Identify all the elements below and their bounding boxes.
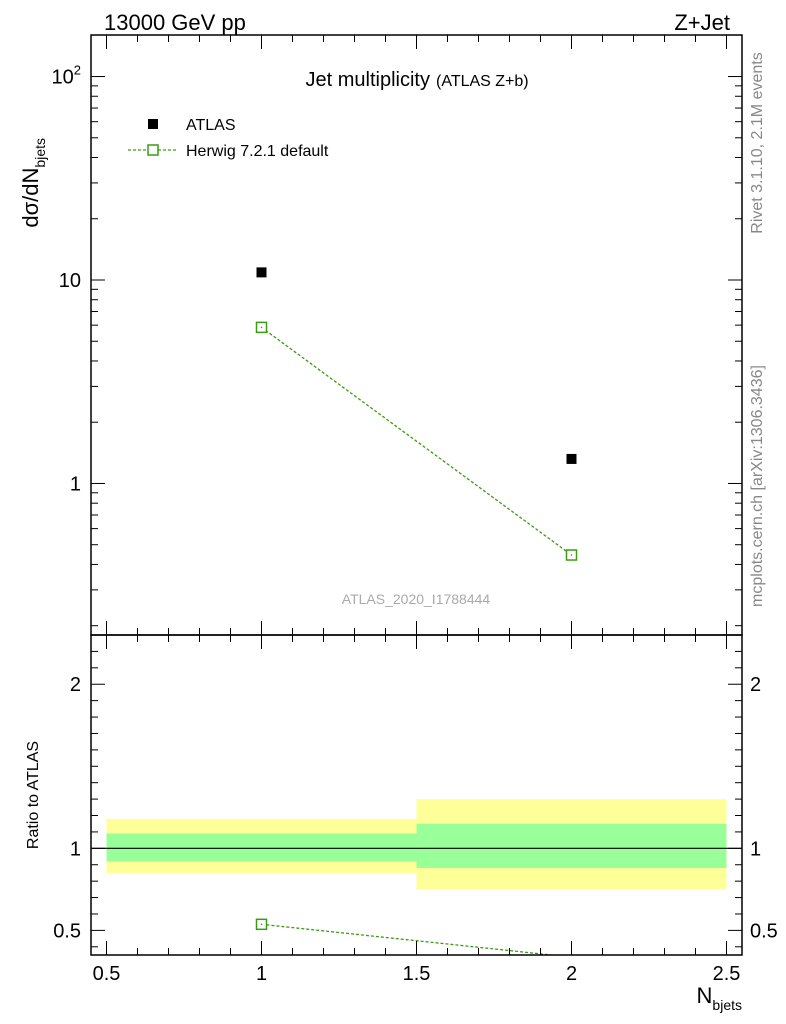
x-axis-label-main: N <box>697 983 713 1008</box>
main-y-axis-label-main: dσ/dN <box>18 168 43 228</box>
ratio-y-tick-label-right: 1 <box>750 838 761 860</box>
x-axis-label: Nbjets <box>697 983 742 1013</box>
legend-herwig-label: Herwig 7.2.1 default <box>186 143 329 160</box>
legend-herwig-marker <box>147 144 159 156</box>
plot-subtitle: (ATLAS Z+b) <box>436 73 529 90</box>
ratio-y-axis-label: Ratio to ATLAS <box>25 741 42 849</box>
energy-label: 13000 GeV pp <box>104 10 246 35</box>
ratio-y-tick-label-left: 2 <box>70 674 81 696</box>
legend-atlas-label: ATLAS <box>186 117 236 134</box>
ratio-tick-labels: 0.5 0.5 1 1 2 2 0.5 1 1.5 2 2.5 <box>53 674 778 985</box>
ratio-herwig-line <box>261 923 558 955</box>
x-tick-label: 1 <box>256 963 267 985</box>
main-y-tick-label: 102 <box>52 63 81 89</box>
main-y-tick-label: 10 <box>59 270 81 292</box>
x-axis-label-sub: bjets <box>712 997 742 1013</box>
herwig-line <box>261 326 572 556</box>
main-ticks <box>91 35 742 635</box>
legend-atlas-marker <box>148 119 158 129</box>
ratio-y-tick-label-left: 0.5 <box>53 920 81 942</box>
x-tick-label: 2 <box>566 963 577 985</box>
legend: ATLAS Herwig 7.2.1 default <box>128 117 329 160</box>
x-tick-label: 2.5 <box>713 963 741 985</box>
plot-title: Jet multiplicity <box>306 69 430 91</box>
mcplots-info: mcplots.cern.ch [arXiv:1306.3436] <box>749 365 766 607</box>
x-tick-label: 0.5 <box>93 963 121 985</box>
ratio-y-tick-label-right: 0.5 <box>750 920 778 942</box>
ratio-bands <box>106 799 727 890</box>
ratio-plot: 0.5 0.5 1 1 2 2 0.5 1 1.5 2 2.5 Ratio to ATLAS Nbj… <box>25 634 778 1013</box>
analysis-watermark: ATLAS_2020_I1788444 <box>342 591 491 607</box>
atlas-point <box>256 267 267 278</box>
main-y-tick-label-sup: 2 <box>74 63 81 78</box>
main-y-tick-label-base: 1 <box>70 473 81 495</box>
ratio-y-tick-label-right: 2 <box>750 674 761 696</box>
main-y-tick-label-base: 10 <box>59 270 81 292</box>
main-y-axis-label-sub: bjets <box>32 138 48 168</box>
ratio-frame <box>90 634 743 956</box>
ratio-stat-band <box>416 823 727 869</box>
main-plot: Jet multiplicity (ATLAS Z+b) dσ/dNbjets … <box>18 34 743 636</box>
ratio-herwig-point-center <box>260 923 263 926</box>
herwig-point-center <box>570 554 573 556</box>
ratio-stat-band <box>106 833 417 862</box>
ratio-ticks <box>91 634 742 955</box>
x-tick-label: 1.5 <box>403 963 431 985</box>
process-label: Z+Jet <box>674 10 730 35</box>
ratio-y-tick-label-left: 1 <box>70 838 81 860</box>
rivet-info: Rivet 3.1.10, 2.1M events <box>749 52 766 233</box>
main-y-tick-label-base: 10 <box>52 67 74 89</box>
ratio-series <box>255 918 558 955</box>
main-y-axis-label: dσ/dNbjets <box>18 138 48 228</box>
herwig-point-center <box>260 326 263 329</box>
main-series <box>255 267 578 561</box>
atlas-point <box>566 453 577 464</box>
main-y-tick-label: 1 <box>70 473 81 495</box>
